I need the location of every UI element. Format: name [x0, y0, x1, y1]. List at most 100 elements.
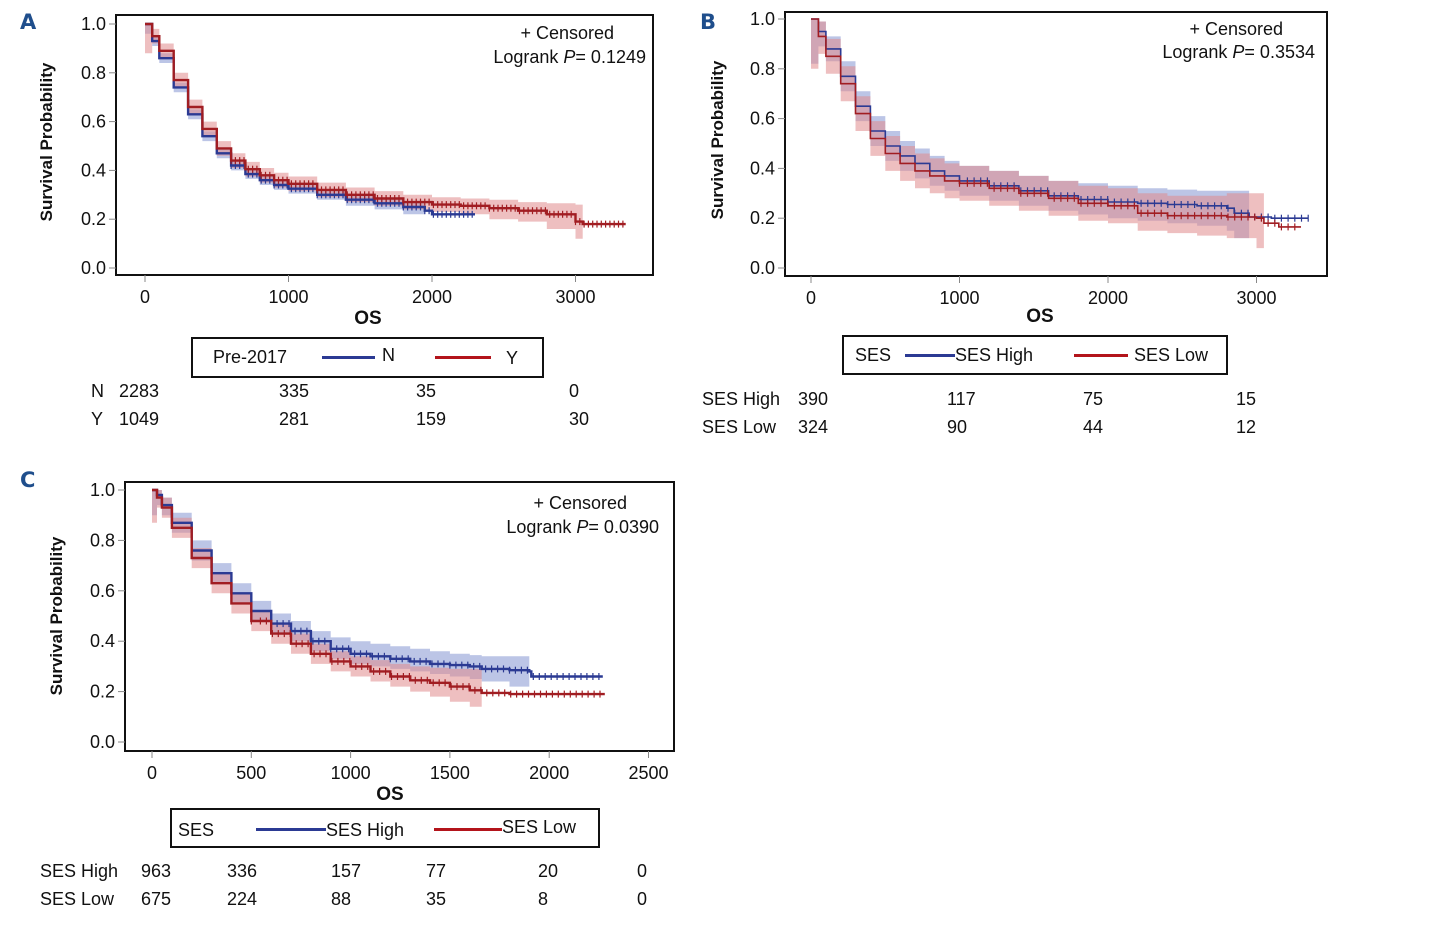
- censored-annotation: + Censored: [1189, 19, 1283, 39]
- legend-a: Pre-2017 N Y: [191, 337, 544, 378]
- legend-entry-n: N: [382, 345, 395, 365]
- risk-count: 12: [1236, 417, 1257, 437]
- legend-b: SES SES High SES Low: [842, 335, 1228, 375]
- plot-frame: [124, 481, 675, 752]
- legend-entry-ses-high: SES High: [326, 820, 405, 840]
- y-tick-label: 1.0: [90, 480, 115, 500]
- panel-letter-b: B: [700, 10, 717, 34]
- x-tick-label: 0: [140, 287, 150, 307]
- x-tick-label: 2000: [529, 763, 569, 783]
- plot-frame: [784, 11, 1328, 277]
- risk-count: 963: [141, 861, 172, 881]
- risk-row-label: N: [91, 381, 104, 401]
- risk-count: 77: [426, 861, 447, 881]
- x-tick-label: 3000: [555, 287, 595, 307]
- logrank-annotation: Logrank P= 0.1249: [493, 47, 646, 67]
- legend-c: SES SES High SES Low: [170, 808, 600, 848]
- risk-count: 90: [947, 417, 968, 437]
- legend-swatch-ses-high: [256, 828, 326, 831]
- y-tick-label: 0.0: [750, 258, 775, 278]
- legend-swatch-y: [435, 356, 491, 359]
- legend-entry-ses-high: SES High: [955, 345, 1034, 365]
- y-tick-label: 0.2: [750, 208, 775, 228]
- risk-count: 281: [279, 409, 310, 429]
- legend-swatch-ses-high: [905, 354, 955, 357]
- y-tick-label: 0.4: [750, 158, 775, 178]
- legend-entry-ses-low: SES Low: [1134, 345, 1209, 365]
- y-tick-label: 0.2: [81, 209, 106, 229]
- y-tick-label: 0.6: [750, 109, 775, 129]
- y-tick-label: 0.8: [90, 530, 115, 550]
- risk-count: 0: [637, 861, 648, 881]
- risk-count: 0: [569, 381, 580, 401]
- panel-letter-c: C: [20, 468, 36, 492]
- risk-count: 390: [798, 389, 829, 409]
- risk-count: 324: [798, 417, 829, 437]
- y-tick-label: 1.0: [750, 9, 775, 29]
- risk-count: 117: [947, 389, 976, 409]
- x-tick-label: 0: [147, 763, 157, 783]
- risk-count: 159: [416, 409, 447, 429]
- risk-count: 15: [1236, 389, 1257, 409]
- risk-count: 88: [331, 889, 352, 909]
- risk-count: 75: [1083, 389, 1104, 409]
- x-tick-label: 1000: [268, 287, 308, 307]
- x-tick-label: 0: [806, 288, 816, 308]
- legend-title: Pre-2017: [213, 347, 288, 367]
- x-tick-label: 3000: [1236, 288, 1276, 308]
- confidence-band-ses-low: [811, 19, 1264, 251]
- y-tick-label: 0.6: [81, 112, 106, 132]
- risk-count: 2283: [119, 381, 160, 401]
- legend-title: SES: [178, 820, 215, 840]
- y-tick-label: 0.4: [90, 631, 115, 651]
- y-axis-title: Survival Probability: [708, 60, 727, 219]
- survival-curve-ses-low: [811, 18, 1301, 228]
- x-tick-label: 2000: [412, 287, 452, 307]
- y-tick-label: 0.8: [81, 63, 106, 83]
- risk-count: 1049: [119, 409, 160, 429]
- risk-count: 35: [426, 889, 447, 909]
- x-tick-label: 1000: [939, 288, 979, 308]
- x-axis-title: OS: [1026, 306, 1053, 327]
- x-tick-label: 1500: [430, 763, 470, 783]
- plot-frame: [115, 14, 654, 276]
- y-axis-title: Survival Probability: [47, 536, 66, 695]
- km-plot-a: 0.0 0.2 0.4 0.6 0.8 1.0 0 1000 2000 3000 Survival …: [37, 14, 654, 329]
- risk-count: 8: [538, 889, 549, 909]
- risk-count: 0: [637, 889, 648, 909]
- legend-entry-y: Y: [506, 348, 519, 368]
- x-axis-title: OS: [376, 784, 403, 805]
- censored-annotation: + Censored: [520, 23, 614, 43]
- logrank-annotation: Logrank P= 0.3534: [1162, 42, 1315, 62]
- y-tick-label: 0.6: [90, 581, 115, 601]
- y-tick-label: 0.8: [750, 59, 775, 79]
- risk-row-label: SES High: [40, 861, 119, 881]
- y-tick-label: 0.0: [81, 258, 106, 278]
- censored-annotation: + Censored: [533, 493, 627, 513]
- y-tick-label: 1.0: [81, 14, 106, 34]
- panel-letter-a: A: [20, 10, 37, 34]
- x-tick-label: 2000: [1088, 288, 1128, 308]
- risk-count: 35: [416, 381, 437, 401]
- km-plot-c: 0.0 0.2 0.4 0.6 0.8 1.0 0 500 1000 1500 2000 2500 Su…: [47, 480, 675, 805]
- risk-count: 335: [279, 381, 310, 401]
- risk-count: 30: [569, 409, 590, 429]
- km-plot-b: 0.0 0.2 0.4 0.6 0.8 1.0 0 1000 2000 3000 Survival …: [708, 9, 1328, 327]
- risk-row-label: Y: [91, 409, 104, 429]
- x-tick-label: 500: [236, 763, 266, 783]
- y-tick-label: 0.2: [90, 682, 115, 702]
- x-tick-label: 2500: [628, 763, 668, 783]
- confidence-band-y: [145, 24, 583, 242]
- y-tick-label: 0.4: [81, 160, 106, 180]
- legend-entry-ses-low: SES Low: [502, 817, 577, 837]
- risk-count: 44: [1083, 417, 1104, 437]
- x-tick-label: 1000: [331, 763, 371, 783]
- risk-count: 224: [227, 889, 258, 909]
- x-axis-title: OS: [354, 308, 381, 329]
- logrank-annotation: Logrank P= 0.0390: [506, 517, 659, 537]
- legend-swatch-ses-low: [1074, 354, 1128, 357]
- survival-curve-ses-low: [152, 488, 605, 696]
- risk-count: 675: [141, 889, 172, 909]
- risk-count: 20: [538, 861, 559, 881]
- legend-title: SES: [855, 345, 892, 365]
